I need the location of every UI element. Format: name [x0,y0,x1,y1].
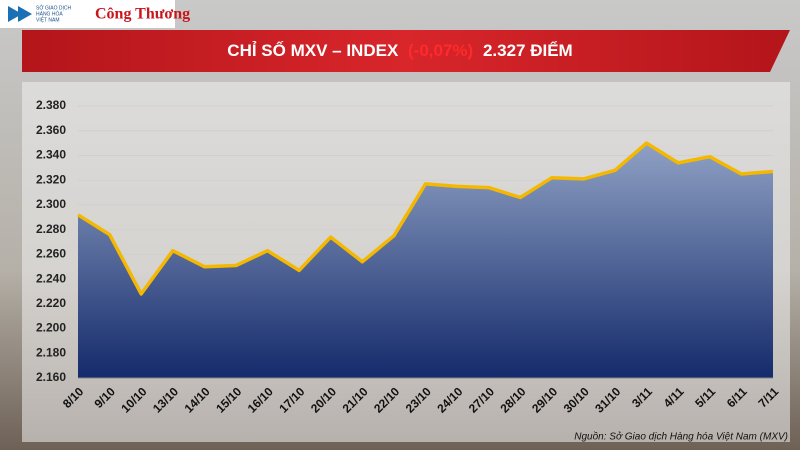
logo-text: SỞ GIAO DỊCH [36,4,72,11]
y-tick-label: 2.260 [36,247,66,261]
y-tick-label: 2.220 [36,296,66,310]
y-tick-label: 2.200 [36,321,66,335]
logo-text: VIỆT NAM [36,15,60,23]
area [78,143,773,378]
chart-title: CHỈ SỐ MXV – INDEX (-0,07%) 2.327 ĐIỂM [227,40,572,60]
y-tick-label: 2.320 [36,172,66,186]
title-text: CHỈ SỐ MXV – INDEX [227,40,399,60]
y-tick-label: 2.340 [36,148,66,162]
y-tick-label: 2.300 [36,197,66,211]
y-tick-label: 2.180 [36,345,66,359]
y-tick-label: 2.160 [36,370,66,384]
y-tick-label: 2.240 [36,271,66,285]
logo: SỞ GIAO DỊCH HÀNG HÓA VIỆT NAM Công Thươ… [8,4,190,23]
y-tick-label: 2.380 [36,98,66,112]
logo-text: HÀNG HÓA [36,10,63,17]
y-tick-label: 2.360 [36,123,66,137]
title-change: (-0,07%) [408,41,473,60]
logo-icon [8,6,32,22]
title-level: 2.327 ĐIỂM [483,41,573,60]
line [77,141,774,296]
y-tick-label: 2.280 [36,222,66,236]
brand: Công Thương [95,6,190,23]
title-band [22,30,790,72]
source: Nguồn: Sở Giao dịch Hàng hóa Việt Nam (M… [574,431,788,443]
